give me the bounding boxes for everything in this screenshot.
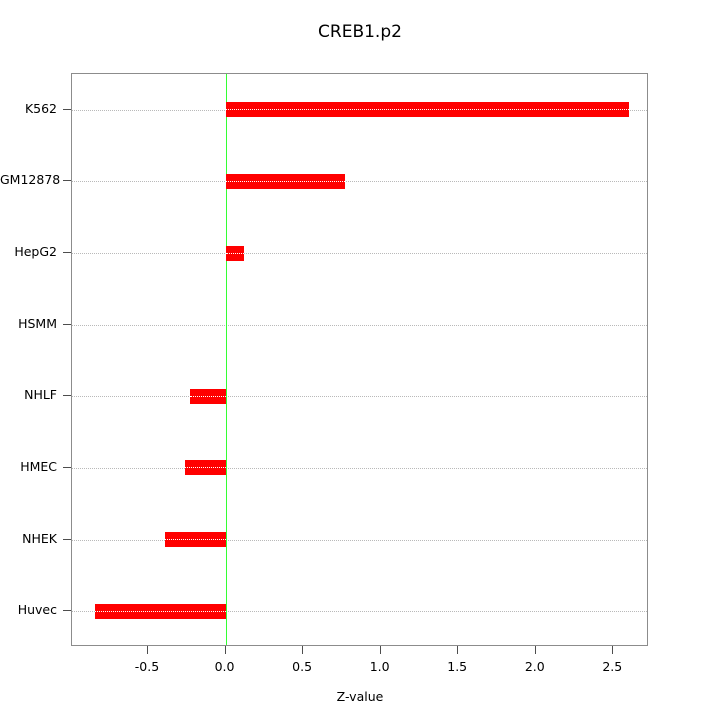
bar-pattern bbox=[185, 467, 226, 469]
x-axis-tick bbox=[224, 646, 226, 654]
bar bbox=[189, 388, 226, 404]
y-axis-tick-label: NHLF bbox=[24, 387, 57, 403]
x-axis-tick bbox=[302, 646, 304, 654]
y-axis-tick-label: NHEK bbox=[22, 530, 57, 546]
x-axis-title: Z-value bbox=[336, 689, 384, 704]
y-axis-tick-label: Huvec bbox=[17, 602, 57, 618]
gridline bbox=[72, 324, 647, 326]
bar bbox=[225, 245, 245, 261]
bar-pattern bbox=[95, 610, 226, 612]
y-axis-tick-label: K562 bbox=[24, 100, 57, 116]
x-axis-tick-label: 0.0 bbox=[214, 659, 235, 674]
x-axis-tick bbox=[457, 646, 459, 654]
gridline bbox=[72, 253, 647, 255]
bar-pattern bbox=[225, 109, 629, 111]
x-axis-tick bbox=[147, 646, 148, 654]
bar-pattern bbox=[225, 180, 345, 182]
bar bbox=[165, 532, 226, 548]
plot-inner bbox=[72, 74, 647, 645]
y-axis-tick-label: HSMM bbox=[18, 315, 57, 331]
x-axis-tick bbox=[612, 646, 614, 654]
y-axis-tick bbox=[63, 466, 71, 468]
y-axis-tick bbox=[63, 538, 71, 540]
chart-title: CREB1.p2 bbox=[318, 22, 402, 42]
gridline bbox=[72, 539, 647, 541]
x-axis-tick bbox=[379, 646, 381, 654]
y-axis-tick bbox=[63, 610, 71, 612]
y-axis-tick bbox=[63, 395, 71, 397]
x-axis-tick-label: 1.0 bbox=[369, 659, 390, 674]
y-axis-tick bbox=[63, 108, 71, 110]
y-axis-tick bbox=[63, 180, 71, 182]
zero-reference-line bbox=[225, 74, 227, 645]
bar bbox=[95, 603, 226, 619]
gridline bbox=[72, 181, 647, 183]
bar bbox=[225, 102, 629, 118]
x-axis-tick-label: -0.5 bbox=[134, 659, 160, 674]
x-axis-tick-label: 2.0 bbox=[524, 659, 545, 674]
plot-area bbox=[71, 73, 648, 646]
gridline bbox=[72, 467, 647, 469]
bar-pattern bbox=[189, 395, 226, 397]
x-axis-tick-label: 1.5 bbox=[447, 659, 468, 674]
bar-pattern bbox=[165, 539, 226, 541]
x-axis-tick-label: 2.5 bbox=[602, 659, 623, 674]
y-axis-tick bbox=[63, 252, 71, 254]
gridline bbox=[72, 611, 647, 613]
y-axis-tick-label: GM12878 bbox=[0, 172, 61, 188]
bar bbox=[185, 460, 226, 476]
y-axis-tick-label: HMEC bbox=[20, 458, 57, 474]
bar bbox=[225, 173, 345, 189]
bar-pattern bbox=[225, 252, 245, 254]
y-axis-tick bbox=[63, 323, 71, 325]
x-axis-tick-label: 0.5 bbox=[292, 659, 313, 674]
gridline bbox=[72, 396, 647, 398]
y-axis-tick-label: HepG2 bbox=[14, 244, 57, 260]
x-axis-tick bbox=[534, 646, 536, 654]
